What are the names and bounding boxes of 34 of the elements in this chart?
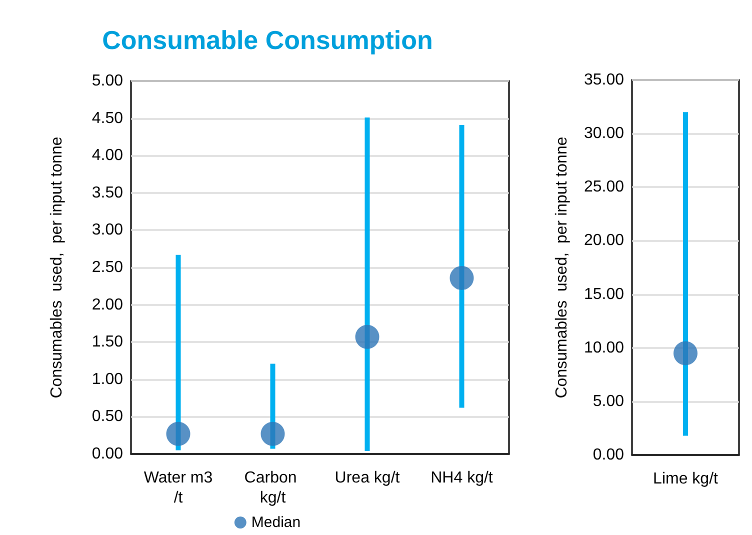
x-tick-label: Water m3/t: [144, 470, 213, 506]
y-tick-label: 4.00: [92, 147, 124, 164]
y-tick-label: 10.00: [584, 339, 624, 356]
point: [166, 422, 190, 446]
y-tick-label: 0.00: [92, 446, 124, 462]
y-tick-label: 0.00: [592, 446, 624, 464]
point: [450, 266, 474, 290]
legend-label: Median: [251, 514, 301, 531]
y-tick-label: 1.50: [92, 334, 124, 351]
y-tick-label: 3.00: [92, 222, 124, 239]
bar: [459, 125, 464, 408]
bar: [364, 118, 370, 452]
y-axis-title: Consumables used, per input tonne: [48, 136, 66, 398]
y-tick-label: 30.00: [584, 125, 624, 142]
y-tick-label: 15.00: [584, 286, 624, 303]
chart-title: Consumable Consumption: [102, 25, 433, 55]
y-tick-label: 1.00: [92, 370, 124, 388]
x-tick-label: Carbon kg/t: [244, 470, 302, 506]
y-tick-label: 2.50: [92, 259, 124, 276]
point: [260, 422, 285, 446]
y-tick-label: 2.00: [92, 296, 124, 314]
y-tick-label: 20.00: [584, 232, 624, 250]
y-axis-title: Consumables used, per input tonne: [554, 136, 570, 398]
y-tick-label: 4.50: [92, 110, 124, 127]
y-tick-label: 25.00: [584, 178, 624, 196]
y-tick-label: 3.50: [92, 184, 124, 202]
y-tick-label: 5.00: [592, 392, 624, 410]
point: [355, 324, 380, 349]
y-tick-label: 0.50: [92, 408, 124, 426]
x-tick-label: NH4 kg/t: [430, 470, 494, 486]
x-tick-label: Urea kg/t: [334, 470, 400, 486]
y-tick-label: 35.00: [584, 72, 624, 88]
y-tick-label: 5.00: [92, 72, 124, 90]
x-tick-label: Lime kg/t: [653, 470, 719, 488]
